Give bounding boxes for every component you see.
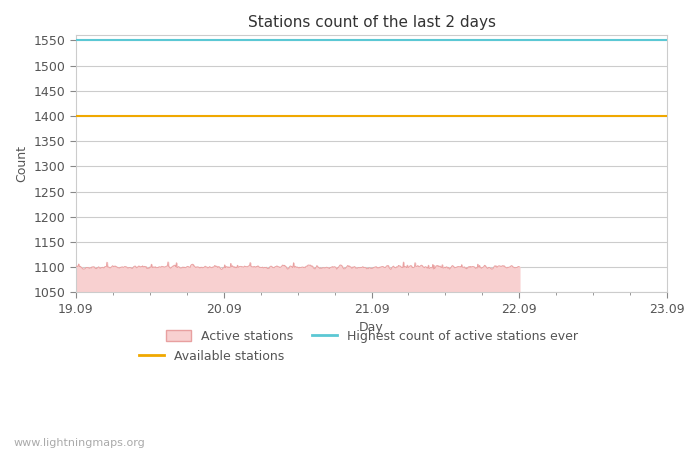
Legend: Available stations: Available stations — [139, 350, 284, 363]
X-axis label: Day: Day — [359, 321, 384, 334]
Y-axis label: Count: Count — [15, 145, 28, 182]
Title: Stations count of the last 2 days: Stations count of the last 2 days — [248, 15, 496, 30]
Text: www.lightningmaps.org: www.lightningmaps.org — [14, 437, 146, 447]
